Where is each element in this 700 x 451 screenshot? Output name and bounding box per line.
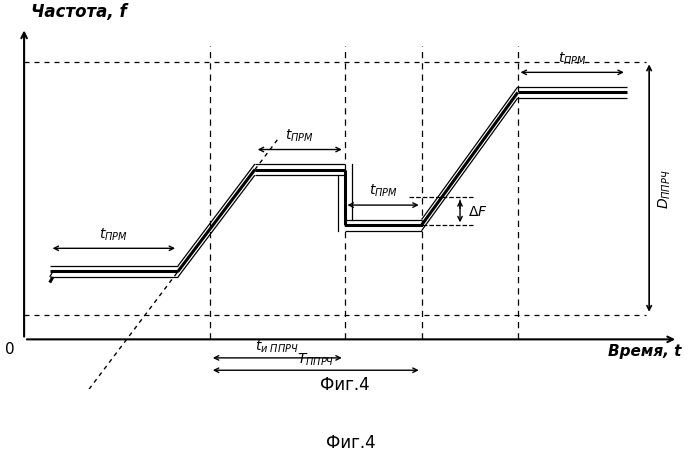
Text: Время, t: Время, t xyxy=(608,343,681,358)
Text: 0: 0 xyxy=(5,341,15,356)
Text: $t_{ПРМ}$: $t_{ПРМ}$ xyxy=(286,127,314,143)
Text: $\Delta F$: $\Delta F$ xyxy=(468,205,487,219)
Text: $t_{ПРМ}$: $t_{ПРМ}$ xyxy=(369,183,398,199)
Text: Фиг.4: Фиг.4 xyxy=(326,433,376,451)
Text: $t_{ПРМ}$: $t_{ПРМ}$ xyxy=(99,226,128,242)
Text: $T_{ППРЧ}$: $T_{ППРЧ}$ xyxy=(297,350,335,367)
Text: $D_{ППРЧ}$: $D_{ППРЧ}$ xyxy=(657,169,673,208)
Text: Частота, f: Частота, f xyxy=(31,3,126,21)
Text: Фиг.4: Фиг.4 xyxy=(320,375,370,393)
Text: $t_{и\ ППРЧ}$: $t_{и\ ППРЧ}$ xyxy=(256,338,299,354)
Text: $t_{ПРМ}$: $t_{ПРМ}$ xyxy=(558,50,587,66)
